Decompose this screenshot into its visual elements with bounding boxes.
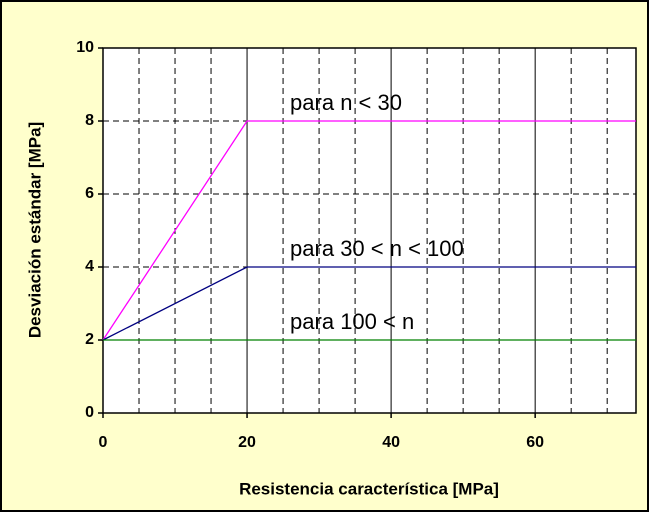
x-axis-label: Resistencia característica [MPa] <box>239 479 499 498</box>
plot-frame <box>102 47 637 414</box>
x-tick-label: 60 <box>526 434 544 451</box>
x-tick-label: 40 <box>382 434 400 451</box>
plot-area <box>103 48 636 413</box>
x-tick-label: 20 <box>238 434 256 451</box>
series-annotation: para n < 30 <box>290 90 402 115</box>
y-tick-label: 4 <box>85 258 94 275</box>
series-line <box>102 120 636 341</box>
y-tick-label: 8 <box>85 112 94 129</box>
y-tick-label: 0 <box>85 404 94 421</box>
series-annotation: para 30 < n < 100 <box>290 236 464 261</box>
x-tick-label: 0 <box>99 434 108 451</box>
series-annotation: para 100 < n <box>290 309 414 334</box>
y-tick-label: 6 <box>85 185 94 202</box>
series-line <box>102 266 636 341</box>
y-tick-label: 10 <box>76 39 94 56</box>
y-axis-label: Desviación estándar [MPa] <box>25 122 44 338</box>
y-tick-label: 2 <box>85 331 94 348</box>
